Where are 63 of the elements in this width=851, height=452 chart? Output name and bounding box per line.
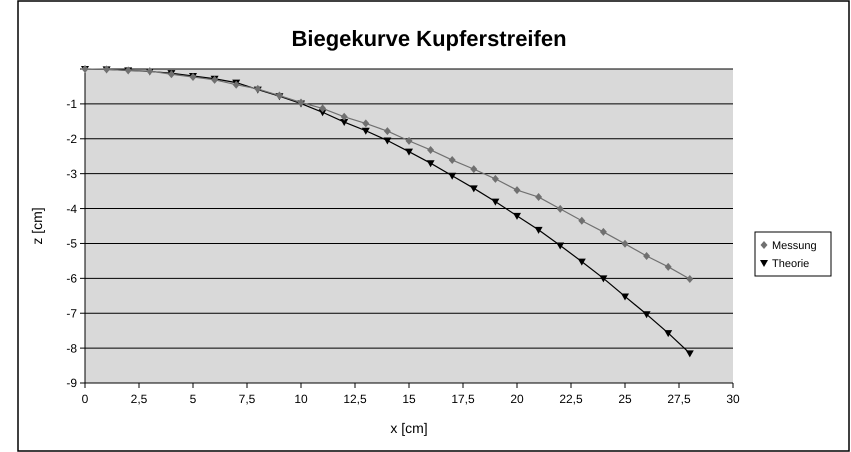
x-tick-label: 12,5 <box>343 392 367 406</box>
point <box>470 185 478 192</box>
point <box>383 138 392 145</box>
point <box>686 350 694 358</box>
point <box>513 212 521 220</box>
point <box>405 148 413 156</box>
point <box>556 242 564 250</box>
point <box>448 156 456 164</box>
point <box>492 174 499 183</box>
y-tick-label: -7 <box>66 306 78 320</box>
x-tick-label: 10 <box>294 392 308 406</box>
point <box>686 275 694 284</box>
y-tick-label: -6 <box>66 272 78 286</box>
x-tick-label: 27,5 <box>667 392 691 406</box>
point <box>362 119 370 128</box>
x-tick-label: 15 <box>402 392 416 406</box>
x-tick-label: 0 <box>82 392 89 406</box>
y-tick-label: -3 <box>66 166 78 181</box>
point <box>340 119 348 126</box>
x-tick-label: 2,5 <box>130 392 148 406</box>
point <box>642 311 651 318</box>
point <box>578 258 586 266</box>
point <box>535 193 542 202</box>
x-axis-title: x [cm] <box>390 420 428 436</box>
point <box>556 204 564 213</box>
x-tick-label: 25 <box>618 392 632 406</box>
x-tick-label: 20 <box>510 392 524 406</box>
point <box>622 240 628 248</box>
point <box>534 226 543 234</box>
y-tick-label: -4 <box>66 202 78 216</box>
chart-title: Biegekurve Kupferstreifen <box>291 26 567 51</box>
x-tick-label: 22,5 <box>559 392 583 406</box>
point <box>621 293 629 300</box>
y-tick-label: -9 <box>66 376 78 390</box>
point <box>427 146 434 154</box>
point <box>298 98 304 106</box>
y-tick-label: -5 <box>66 236 78 251</box>
y-tick-label: -8 <box>66 341 78 356</box>
point <box>491 198 500 206</box>
x-tick-label: 17,5 <box>451 392 475 406</box>
x-tick-label: 7,5 <box>238 392 256 406</box>
y-tick-label: -2 <box>66 132 78 146</box>
x-tick-label: 5 <box>190 392 197 406</box>
point <box>664 262 672 271</box>
point <box>340 112 348 121</box>
point <box>448 172 456 180</box>
point <box>384 127 391 136</box>
x-tick-label: 30 <box>726 392 740 406</box>
point <box>362 128 370 135</box>
point <box>599 275 608 282</box>
legend-label: Theorie <box>772 258 810 270</box>
point <box>319 104 326 112</box>
point <box>406 136 412 145</box>
y-tick-label: -1 <box>66 97 78 112</box>
point <box>643 252 650 260</box>
y-axis-title: z [cm] <box>29 207 45 245</box>
point <box>578 216 586 225</box>
point <box>600 228 607 236</box>
point <box>664 330 672 338</box>
point <box>426 160 435 168</box>
point <box>470 165 478 174</box>
point <box>514 186 520 194</box>
legend-label: Messung <box>772 240 817 252</box>
